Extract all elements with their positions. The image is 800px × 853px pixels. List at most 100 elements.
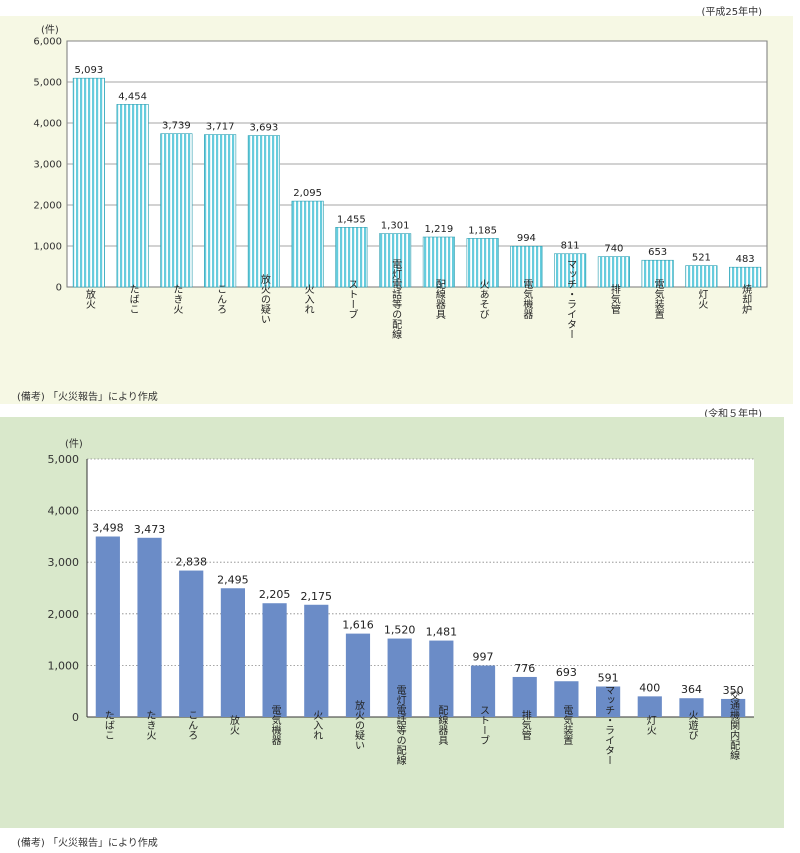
chart1-panel: (件) 0 1,000 2,000 3,000 4,000 5,000 6,000 5,093 放… bbox=[0, 16, 793, 404]
chart1-svg: (件) 0 1,000 2,000 3,000 4,000 5,000 6,000 5,093 放… bbox=[33, 24, 768, 339]
chart2-category-label: 配線器具 bbox=[436, 705, 448, 746]
chart2-category-label: こんろ bbox=[186, 710, 198, 740]
chart1-value-label: 4,454 bbox=[118, 91, 147, 102]
chart2-category-label: ストーブ bbox=[478, 705, 489, 745]
chart1-value-label: 3,693 bbox=[250, 123, 279, 134]
chart1-bar bbox=[729, 266, 762, 288]
chart2-ytick: 4,000 bbox=[48, 505, 80, 518]
chart2-bar bbox=[554, 681, 579, 717]
chart2-panel: (件) 0 1,000 2,000 3,000 4,000 5,000 3,498 たばこ 3,4… bbox=[0, 417, 784, 828]
chart1-value-label: 740 bbox=[604, 244, 623, 255]
chart2-category-label: 電灯電話等の配線 bbox=[394, 685, 406, 765]
chart1-bar bbox=[291, 200, 324, 288]
chart2-bar bbox=[679, 698, 704, 717]
chart1-bar bbox=[641, 259, 674, 288]
chart2-category-label: 放火の疑い bbox=[352, 699, 364, 750]
chart2-bar bbox=[470, 665, 496, 717]
chart2-value-label: 776 bbox=[514, 662, 535, 675]
chart1-value-label: 811 bbox=[561, 241, 580, 252]
chart2-value-label: 997 bbox=[473, 651, 494, 664]
chart1-value-label: 1,219 bbox=[425, 224, 454, 235]
chart2-bar bbox=[596, 686, 621, 717]
chart1-bar bbox=[204, 134, 237, 288]
chart2-note: (備考) 「火災報告」により作成 bbox=[17, 838, 158, 849]
chart2-ytick: 1,000 bbox=[48, 659, 80, 672]
chart2-value-label: 3,473 bbox=[134, 523, 166, 536]
chart2-value-label: 2,495 bbox=[217, 573, 249, 586]
chart2-bar bbox=[304, 604, 329, 717]
chart2-svg: (件) 0 1,000 2,000 3,000 4,000 5,000 3,498 たばこ 3,4… bbox=[48, 438, 754, 765]
chart1-category-label: 放火の疑い bbox=[258, 273, 270, 324]
chart2-value-label: 1,616 bbox=[342, 619, 374, 632]
chart2-ytick: 2,000 bbox=[48, 608, 80, 621]
chart1-category-label: 火入れ bbox=[302, 284, 314, 314]
chart1-bar bbox=[466, 238, 499, 288]
chart2-bar bbox=[721, 698, 746, 717]
chart2-ytick: 5,000 bbox=[48, 453, 80, 466]
chart2-category-label: 交通機関内配線 bbox=[728, 689, 740, 760]
chart1-category-label: 排気管 bbox=[608, 283, 620, 315]
chart2-bar bbox=[220, 588, 245, 717]
chart2-value-label: 350 bbox=[723, 684, 744, 697]
chart1-ytick: 4,000 bbox=[33, 119, 62, 130]
chart1-bar bbox=[685, 265, 718, 288]
chart2-unit: (件) bbox=[65, 438, 83, 450]
chart1-category-label: 焼却炉 bbox=[740, 284, 752, 315]
chart2-bar bbox=[179, 570, 204, 717]
chart2-category-label: マッチ・ライター bbox=[603, 685, 615, 765]
chart1-value-label: 3,717 bbox=[206, 122, 235, 133]
chart1-bar bbox=[510, 245, 543, 288]
chart2-category-label: 灯火 bbox=[644, 715, 656, 735]
chart1-value-label: 653 bbox=[648, 247, 667, 258]
chart1-ytick: 5,000 bbox=[33, 78, 62, 89]
chart1-category-label: マッチ・ライター bbox=[565, 259, 577, 339]
chart2-value-label: 3,498 bbox=[92, 522, 124, 535]
chart1-category-label: 灯火 bbox=[696, 289, 708, 309]
chart2-ytick: 0 bbox=[72, 711, 79, 724]
chart2-value-label: 364 bbox=[681, 683, 702, 696]
chart1-value-label: 521 bbox=[692, 253, 711, 264]
chart2-category-label: 放火 bbox=[227, 714, 239, 735]
chart1-category-label: 電気機器 bbox=[521, 279, 533, 320]
chart1-unit: (件) bbox=[41, 24, 59, 36]
chart2-bar bbox=[137, 537, 162, 717]
chart2-bar bbox=[345, 633, 371, 717]
chart1-ytick: 2,000 bbox=[33, 201, 62, 212]
chart2-category-label: 排気管 bbox=[519, 709, 531, 741]
chart1-value-label: 3,739 bbox=[162, 121, 191, 132]
chart1-ytick: 6,000 bbox=[33, 37, 62, 48]
chart1-value-label: 994 bbox=[517, 233, 536, 244]
chart1-bar bbox=[597, 256, 630, 288]
chart2-ytick: 3,000 bbox=[48, 556, 80, 569]
chart1-bar bbox=[422, 236, 455, 288]
chart2-value-label: 693 bbox=[556, 666, 577, 679]
chart1-period: (平成25年中) bbox=[701, 7, 762, 18]
chart1-category-label: 配線器具 bbox=[433, 279, 445, 320]
chart1-note: (備考) 「火災報告」により作成 bbox=[17, 392, 158, 403]
chart2-value-label: 1,481 bbox=[426, 626, 458, 639]
chart2-category-label: 火遊び bbox=[686, 710, 698, 740]
chart1-bar bbox=[554, 253, 587, 288]
chart1-category-label: たばこ bbox=[127, 284, 139, 314]
chart1-category-label: 放火 bbox=[83, 288, 95, 309]
chart2-value-label: 2,175 bbox=[301, 590, 333, 603]
chart2-value-label: 591 bbox=[598, 672, 619, 685]
chart1-category-label: たき火 bbox=[171, 284, 183, 314]
chart1-bar bbox=[335, 227, 368, 288]
chart1-bar bbox=[72, 77, 105, 288]
chart2-value-label: 400 bbox=[639, 681, 660, 694]
chart1-category-label: 電気装置 bbox=[652, 279, 664, 319]
chart1-bar bbox=[379, 233, 412, 288]
chart1-category-label: ストーブ bbox=[346, 279, 357, 319]
chart2-bar bbox=[262, 603, 287, 717]
chart2-value-label: 2,838 bbox=[175, 556, 207, 569]
chart2-category-label: たき火 bbox=[144, 710, 156, 740]
chart2-category-label: たばこ bbox=[102, 710, 114, 740]
chart1-bar bbox=[116, 104, 149, 288]
chart1-bar bbox=[247, 135, 280, 288]
chart2-category-label: 電気機器 bbox=[269, 705, 281, 746]
chart2-category-label: 電気装置 bbox=[561, 705, 573, 745]
chart1-category-label: 火あそび bbox=[477, 279, 489, 319]
chart2-bar bbox=[95, 536, 120, 717]
chart2-value-label: 2,205 bbox=[259, 588, 291, 601]
